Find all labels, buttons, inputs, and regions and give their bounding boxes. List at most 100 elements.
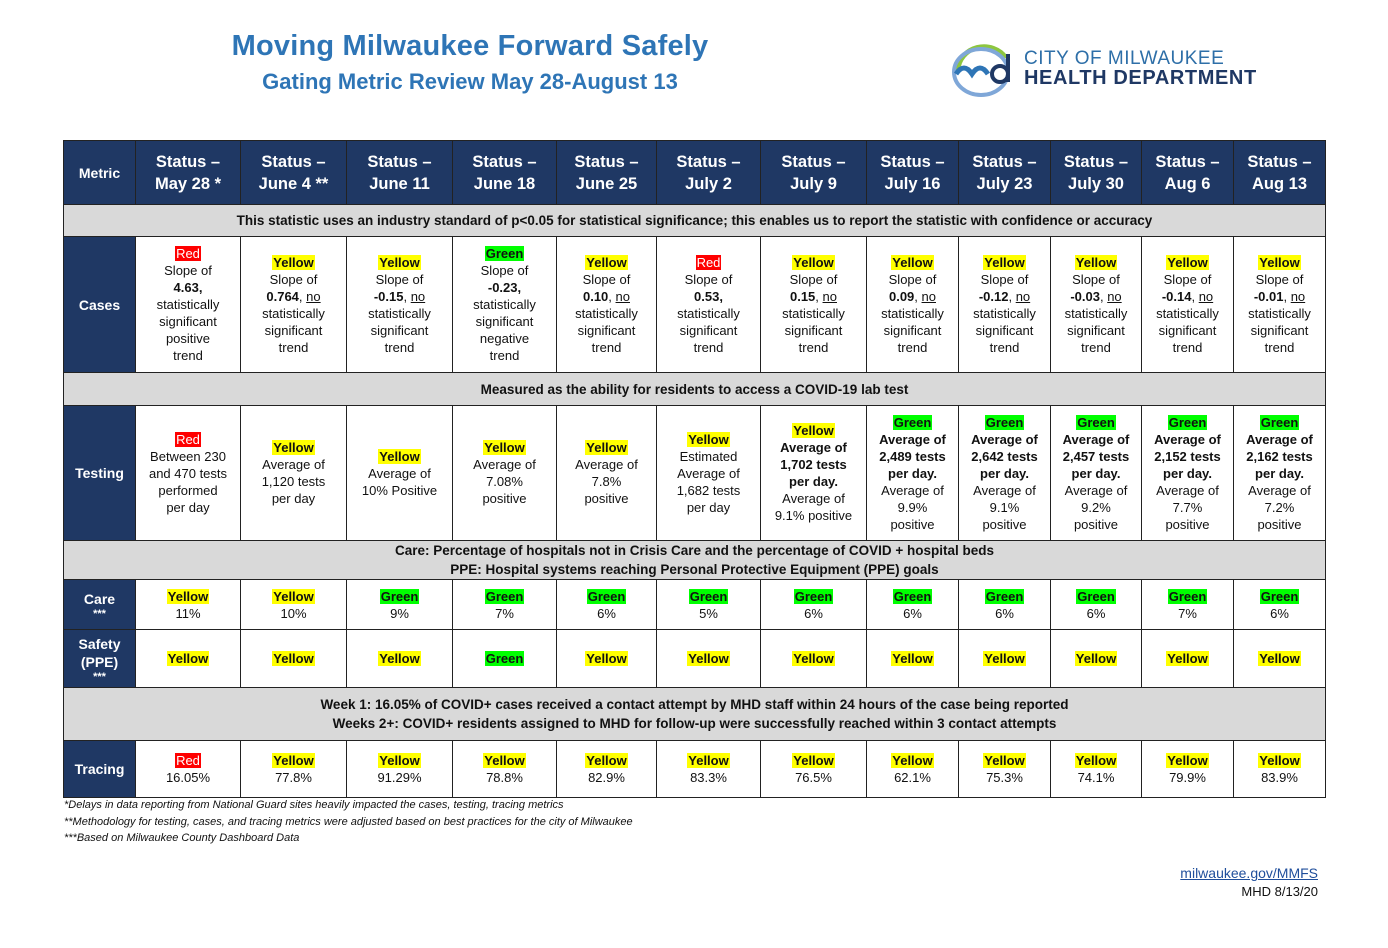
status-badge: Green <box>793 588 834 604</box>
cell-text: trend <box>591 339 622 355</box>
status-line: Yellow <box>1053 650 1139 667</box>
cell-text: statistically <box>262 305 325 321</box>
cell-text-line: statistically <box>1053 305 1139 322</box>
description-line: Week 1: 16.05% of COVID+ cases received … <box>320 697 1069 712</box>
status-badge: Yellow <box>983 651 1026 666</box>
column-header-line: Status – <box>1247 152 1312 171</box>
column-header-line: Status – <box>261 152 326 171</box>
description-line: Measured as the ability for residents to… <box>480 381 909 397</box>
status-badge: Yellow <box>272 651 315 666</box>
status-line: Red <box>138 245 238 262</box>
cell-text-line: 6% <box>1236 605 1323 622</box>
cell-text: -0.14 <box>1161 288 1192 304</box>
cell-text-line: positive <box>961 516 1048 533</box>
status-line: Yellow <box>1053 254 1139 271</box>
status-badge: Yellow <box>1074 254 1118 270</box>
cell-text-line: Average of <box>763 439 864 456</box>
status-badge: Green <box>984 588 1025 604</box>
cell-text: per day. <box>1071 465 1121 481</box>
cell-text-line: Average of <box>961 482 1048 499</box>
cell-text: Average of <box>780 440 847 455</box>
column-header: Status – June 18 <box>452 140 557 205</box>
cell-text-line: 7.2% <box>1236 499 1323 516</box>
column-header: Status – June 11 <box>346 140 453 205</box>
status-badge: Red <box>695 254 722 270</box>
cell-text-line: trend <box>659 339 758 356</box>
cell-text-line: 0.53, <box>659 288 758 305</box>
cell-text-line: statistically <box>869 305 956 322</box>
status-badge: Yellow <box>687 431 730 447</box>
cell-text: Average of <box>782 491 845 506</box>
cell-text: Slope of <box>980 271 1029 287</box>
status-cell: Yellow Slope of 0.09, no statistically signi… <box>866 236 959 373</box>
cell-text: per day. <box>888 465 937 481</box>
cell-text: positive <box>482 491 527 506</box>
cell-text-line: -0.01, no <box>1236 288 1323 305</box>
cell-text: positive <box>165 331 211 346</box>
metric-label: Testing <box>63 405 136 541</box>
metric-label-line: Cases <box>78 296 121 313</box>
cell-text: 9.2% <box>1081 499 1111 515</box>
cell-text: statistically <box>782 305 845 321</box>
cell-text: 83.3% <box>690 770 727 785</box>
status-line: Yellow <box>455 752 554 769</box>
status-cell: Green Average of 2,457 tests per day. Averag… <box>1050 405 1142 541</box>
cell-text: per day. <box>1163 465 1212 481</box>
cell-text: 6% <box>804 605 823 621</box>
cell-text: significant <box>1250 322 1309 338</box>
cell-text-line: performed <box>138 482 238 499</box>
cell-text: 82.9% <box>588 770 625 785</box>
cell-text: Slope of <box>684 271 733 287</box>
cell-text: 0.15 <box>789 288 816 304</box>
cell-text-line: 78.8% <box>455 769 554 786</box>
status-cell: Yellow 10% <box>240 579 347 630</box>
section-description-row: This statistic uses an industry standard… <box>63 204 1326 237</box>
column-header: Status – July 16 <box>866 140 959 205</box>
cell-text: significant <box>784 322 843 338</box>
status-line: Yellow <box>763 254 864 271</box>
cell-text: 76.5% <box>795 770 832 785</box>
cell-text-line: 91.29% <box>349 769 450 786</box>
cell-text: no <box>1290 288 1306 304</box>
cell-text: trend <box>798 339 829 355</box>
status-badge: Green <box>1076 414 1116 430</box>
status-badge: Yellow <box>272 254 315 270</box>
cell-text: statistically <box>1248 305 1311 321</box>
cell-text: Average of <box>881 482 944 498</box>
cell-text-line: significant <box>869 322 956 339</box>
cell-text: , <box>1008 288 1016 304</box>
cell-text: 1,120 tests <box>261 474 326 489</box>
cell-text: Estimated <box>679 448 738 464</box>
status-cell: Yellow Slope of -0.15, no statistically sign… <box>346 236 453 373</box>
status-line: Green <box>763 588 864 605</box>
cell-text-line: statistically <box>763 305 864 322</box>
cell-text-line: trend <box>1053 339 1139 356</box>
cell-text-line: 9.9% <box>869 499 956 516</box>
cell-text: 6% <box>597 605 616 621</box>
cell-text-line: 2,457 tests <box>1053 448 1139 465</box>
cell-text-line: 2,152 tests <box>1144 448 1231 465</box>
cell-text: 2,642 tests <box>971 448 1038 464</box>
status-line: Green <box>961 414 1048 431</box>
cell-text-line: Slope of <box>349 271 450 288</box>
cell-text: Average of <box>973 482 1036 498</box>
status-line: Yellow <box>455 439 554 456</box>
cell-text: 6% <box>995 605 1014 621</box>
cell-text: 10% Positive <box>361 482 438 498</box>
cell-text: , <box>815 288 823 304</box>
cell-text-line: 83.3% <box>659 769 758 786</box>
status-line: Green <box>1236 588 1323 605</box>
cell-text: Slope of <box>1163 271 1212 287</box>
cell-text-line: 0.10, no <box>559 288 654 305</box>
status-badge: Green <box>484 651 525 666</box>
status-line: Green <box>961 588 1048 605</box>
cell-text: 79.9% <box>1169 770 1206 785</box>
status-badge: Red <box>175 246 201 261</box>
mmfs-link[interactable]: milwaukee.gov/MMFS <box>1180 865 1318 881</box>
cell-text-line: Average of <box>349 465 450 482</box>
status-line: Yellow <box>243 254 344 271</box>
cell-text: statistically <box>1064 305 1128 321</box>
status-cell: Yellow Average of 7.8% positive <box>556 405 657 541</box>
cell-text-line: 1,120 tests <box>243 473 344 490</box>
status-badge: Green <box>892 414 933 430</box>
